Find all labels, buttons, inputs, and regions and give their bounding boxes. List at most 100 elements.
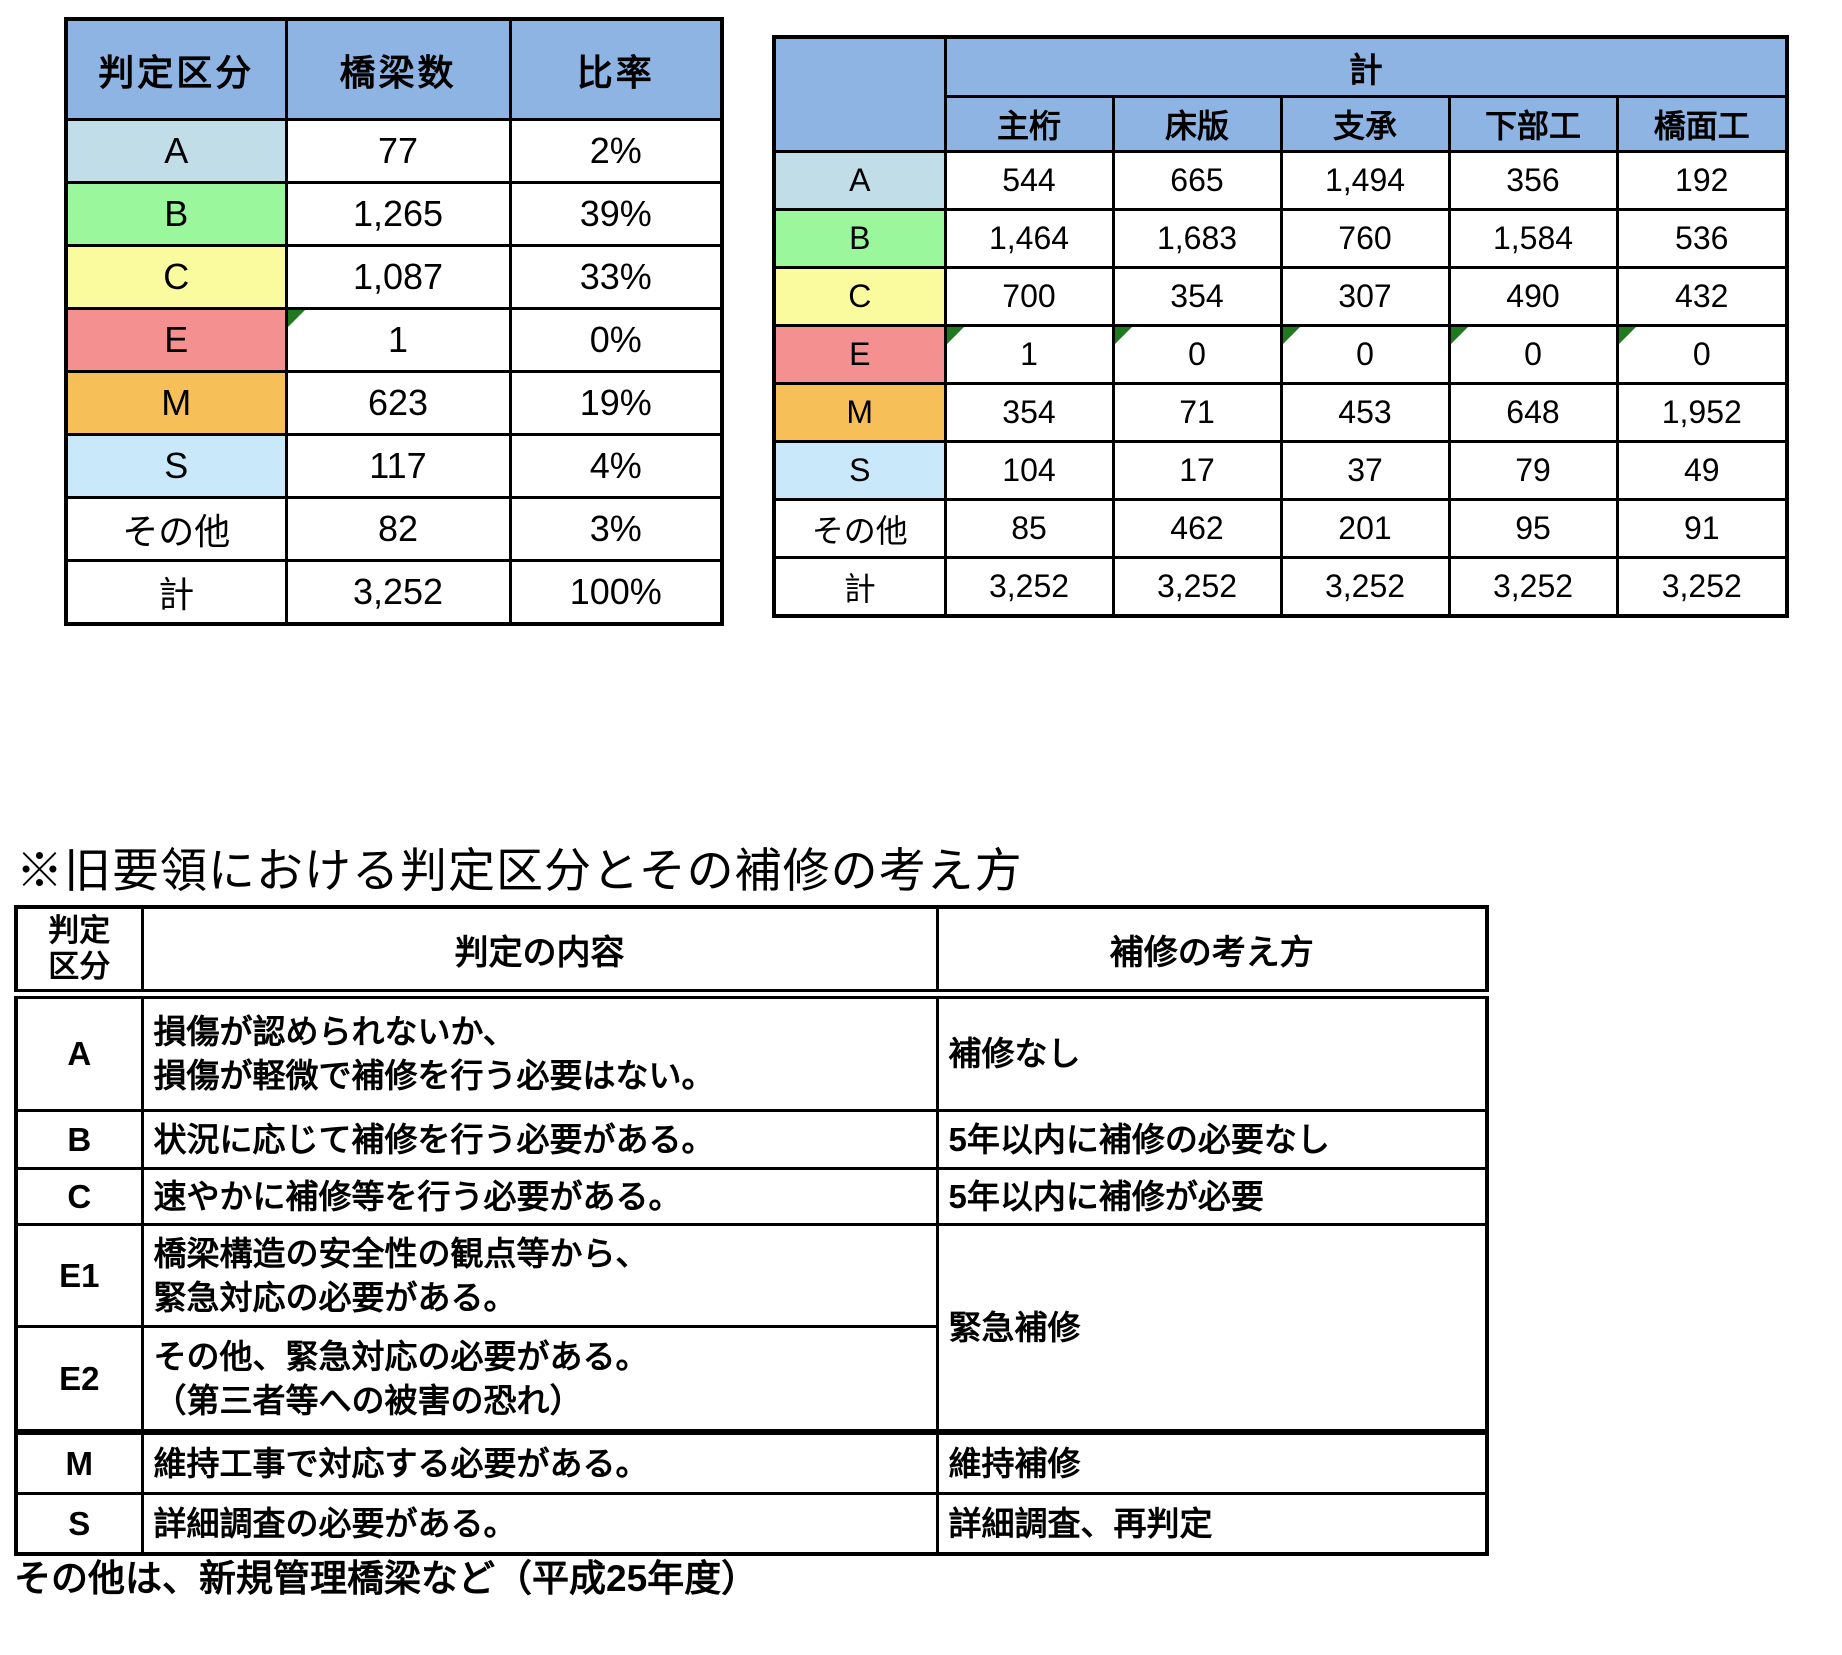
value-cell: 104 — [943, 440, 1115, 501]
criteria-label-cell: A — [14, 992, 144, 1112]
table-row: C 速やかに補修等を行う必要がある。 5年以内に補修が必要 — [14, 1167, 1489, 1226]
count-cell: 3,252 — [284, 559, 512, 626]
cell-value: 1 — [387, 319, 409, 360]
cell-value: 0 — [1524, 336, 1542, 372]
criteria-policy-cell: 5年以内に補修の必要なし — [935, 1109, 1489, 1170]
cell-value: 0 — [1692, 336, 1711, 372]
criteria-label-cell: S — [14, 1492, 144, 1556]
criteria-policy-cell: 維持補修 — [935, 1430, 1489, 1495]
row-label-cell: S — [772, 440, 947, 501]
header-cell: 補修の考え方 — [935, 905, 1489, 999]
value-cell: 354 — [1111, 266, 1283, 327]
value-cell: 37 — [1279, 440, 1451, 501]
header-cell: 比率 — [508, 17, 724, 121]
criteria-content-cell: 詳細調査の必要がある。 — [140, 1492, 939, 1556]
header-cell: 判定の内容 — [140, 905, 939, 999]
ratio-cell: 2% — [508, 118, 724, 184]
footer-note: その他は、新規管理橋梁など（平成25年度） — [14, 1558, 759, 1599]
value-cell: 1,494 — [1279, 150, 1451, 211]
value-cell: 0 — [1615, 324, 1789, 385]
judgment-criteria-table: 判定 区分 判定の内容 補修の考え方 A 損傷が認められないか、 損傷が軽微で補… — [14, 905, 1489, 1556]
table-row: E1 橋梁構造の安全性の観点等から、 緊急対応の必要がある。 緊急補修 — [14, 1223, 1489, 1435]
value-cell: 700 — [943, 266, 1115, 327]
table-row: E2 その他、緊急対応の必要がある。 （第三者等への被害の恐れ） — [14, 1325, 1487, 1435]
value-cell: 490 — [1447, 266, 1619, 327]
table-row: E 1 0% — [64, 307, 724, 373]
value-cell: 648 — [1447, 382, 1619, 443]
error-indicator-icon — [948, 328, 964, 344]
value-cell: 79 — [1447, 440, 1619, 501]
cell-value: 0 — [1356, 336, 1374, 372]
value-cell: 192 — [1615, 150, 1789, 211]
table-row: S 117 4% — [64, 433, 724, 499]
row-label-cell: E — [772, 324, 947, 385]
row-label-cell: 計 — [772, 556, 947, 618]
row-label-cell: S — [64, 433, 288, 499]
value-cell: 0 — [1111, 324, 1283, 385]
value-cell: 544 — [943, 150, 1115, 211]
table-row: E 1 0 0 0 0 — [772, 324, 1789, 385]
value-cell: 95 — [1447, 498, 1619, 559]
value-cell: 3,252 — [943, 556, 1115, 618]
value-cell: 201 — [1279, 498, 1451, 559]
table-row: A 544 665 1,494 356 192 — [772, 150, 1789, 211]
table-row: B 1,464 1,683 760 1,584 536 — [772, 208, 1789, 269]
value-cell: 17 — [1111, 440, 1283, 501]
count-cell: 1 — [284, 307, 512, 373]
row-label-cell: B — [64, 181, 288, 247]
criteria-content-cell: 維持工事で対応する必要がある。 — [140, 1430, 939, 1495]
count-by-component-table: 計 主桁 床版 支承 下部工 橋面工 A 544 665 1,494 356 1… — [772, 35, 1789, 618]
count-cell: 623 — [284, 370, 512, 436]
table-row: M 623 19% — [64, 370, 724, 436]
table-header-row: 判定区分 橋梁数 比率 — [64, 17, 724, 121]
ratio-cell: 4% — [508, 433, 724, 499]
header-cell: 橋面工 — [1615, 95, 1789, 153]
cell-value: 0 — [1188, 336, 1206, 372]
count-cell: 82 — [284, 496, 512, 562]
header-cell: 主桁 — [943, 95, 1115, 153]
criteria-content-cell: 橋梁構造の安全性の観点等から、 緊急対応の必要がある。 — [140, 1223, 939, 1328]
table-row: 計 3,252 3,252 3,252 3,252 3,252 — [772, 556, 1789, 618]
header-cell: 下部工 — [1447, 95, 1619, 153]
criteria-policy-cell: 5年以内に補修が必要 — [935, 1167, 1489, 1226]
value-cell: 3,252 — [1447, 556, 1619, 618]
criteria-content-cell: 状況に応じて補修を行う必要がある。 — [140, 1109, 939, 1170]
row-label-cell: A — [64, 118, 288, 184]
value-cell: 1,464 — [943, 208, 1115, 269]
value-cell: 0 — [1447, 324, 1619, 385]
error-indicator-icon — [1116, 328, 1132, 344]
criteria-label-cell: C — [14, 1167, 144, 1226]
value-cell: 1,584 — [1447, 208, 1619, 269]
value-cell: 49 — [1615, 440, 1789, 501]
value-cell: 0 — [1279, 324, 1451, 385]
value-cell: 536 — [1615, 208, 1789, 269]
criteria-label-cell: B — [14, 1109, 144, 1170]
criteria-label-cell: E1 — [14, 1223, 144, 1328]
row-label-cell: M — [772, 382, 947, 443]
ratio-cell: 100% — [508, 559, 724, 626]
table-group-header-row: 計 — [772, 35, 1789, 153]
value-cell: 453 — [1279, 382, 1451, 443]
criteria-label-cell: M — [14, 1430, 144, 1495]
criteria-label-cell: E2 — [14, 1325, 144, 1435]
table-row: B 1,265 39% — [64, 181, 724, 247]
ratio-cell: 0% — [508, 307, 724, 373]
cell-value: 1 — [1020, 336, 1038, 372]
value-cell: 3,252 — [1279, 556, 1451, 618]
value-cell: 462 — [1111, 498, 1283, 559]
bridge-count-by-category-table: 判定区分 橋梁数 比率 A 77 2% B 1,265 39% C 1,087 … — [64, 17, 724, 626]
table-row: M 維持工事で対応する必要がある。 維持補修 — [14, 1430, 1489, 1495]
table-row: S 104 17 37 79 49 — [772, 440, 1789, 501]
header-cell: 判定 区分 — [14, 905, 144, 999]
value-cell: 71 — [1111, 382, 1283, 443]
criteria-policy-cell: 詳細調査、再判定 — [935, 1492, 1489, 1556]
row-label-cell: 計 — [64, 559, 288, 626]
row-label-cell: M — [64, 370, 288, 436]
criteria-content-cell: 損傷が認められないか、 損傷が軽微で補修を行う必要はない。 — [140, 992, 939, 1112]
table-header-row: 判定 区分 判定の内容 補修の考え方 — [14, 905, 1489, 999]
ratio-cell: 33% — [508, 244, 724, 310]
criteria-policy-cell: 補修なし — [935, 992, 1489, 1112]
value-cell: 354 — [943, 382, 1115, 443]
ratio-cell: 3% — [508, 496, 724, 562]
